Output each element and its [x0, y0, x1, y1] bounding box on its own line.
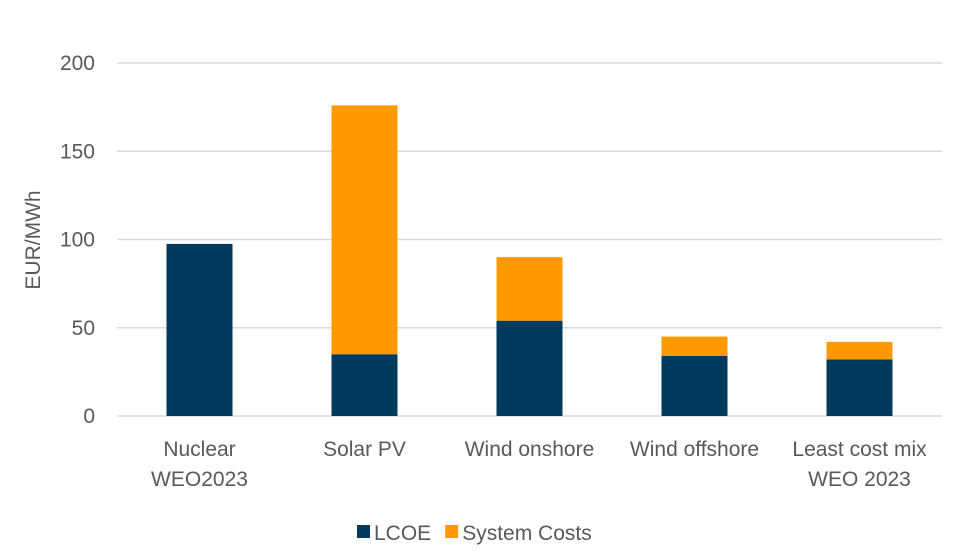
y-tick-label: 50 [72, 317, 95, 340]
bars [166, 105, 893, 416]
legend: LCOE System Costs [357, 522, 592, 545]
bar-system-costs [331, 105, 398, 355]
bar-lcoe [496, 320, 563, 416]
gridlines [117, 62, 942, 417]
legend-swatch [445, 525, 459, 538]
y-tick-label: 100 [60, 229, 95, 252]
y-axis-ticks: 0 50 100 150 200 [60, 52, 95, 428]
bar-system-costs [826, 341, 893, 360]
x-tick-label: Solar PV [323, 438, 406, 461]
y-axis-label: EUR/MWh [22, 190, 45, 289]
bar-lcoe [166, 243, 233, 416]
bar-lcoe [331, 354, 398, 416]
legend-swatch [357, 525, 370, 538]
x-tick-label: WEO 2023 [808, 468, 911, 491]
x-tick-label: Nuclear [163, 438, 235, 461]
bar-system-costs [496, 257, 563, 321]
y-tick-label: 200 [60, 52, 95, 75]
legend-label: System Costs [462, 522, 592, 545]
x-tick-label: Least cost mix [792, 438, 927, 461]
bar-system-costs [661, 336, 728, 356]
bar-lcoe [826, 359, 893, 416]
y-tick-label: 150 [60, 140, 95, 163]
legend-label: LCOE [374, 522, 431, 545]
x-axis-labels: Nuclear WEO2023 Solar PV Wind onshore Wind o… [151, 438, 927, 491]
bar-lcoe [661, 355, 728, 416]
x-tick-label: Wind offshore [630, 438, 759, 461]
x-tick-label: WEO2023 [151, 468, 248, 491]
x-tick-label: Wind onshore [465, 438, 595, 461]
y-tick-label: 0 [83, 405, 95, 428]
